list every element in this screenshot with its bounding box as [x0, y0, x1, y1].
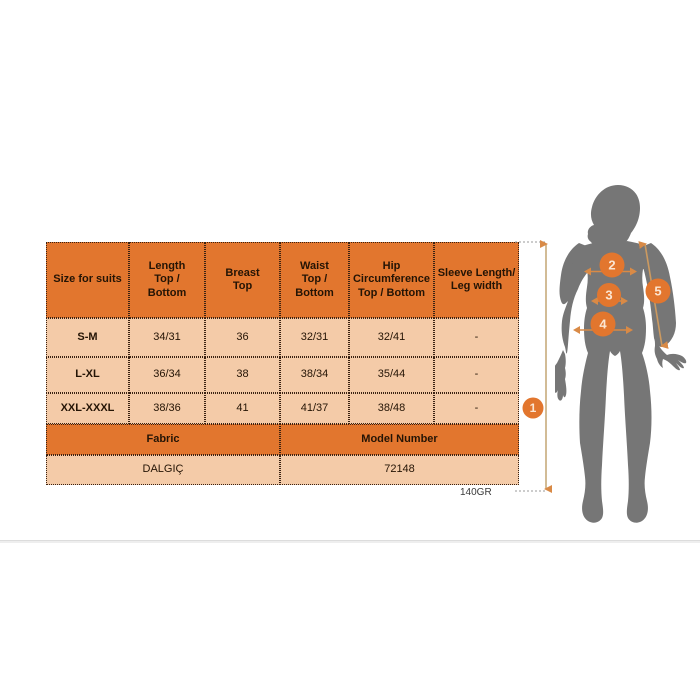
svg-text:1: 1	[530, 401, 537, 415]
